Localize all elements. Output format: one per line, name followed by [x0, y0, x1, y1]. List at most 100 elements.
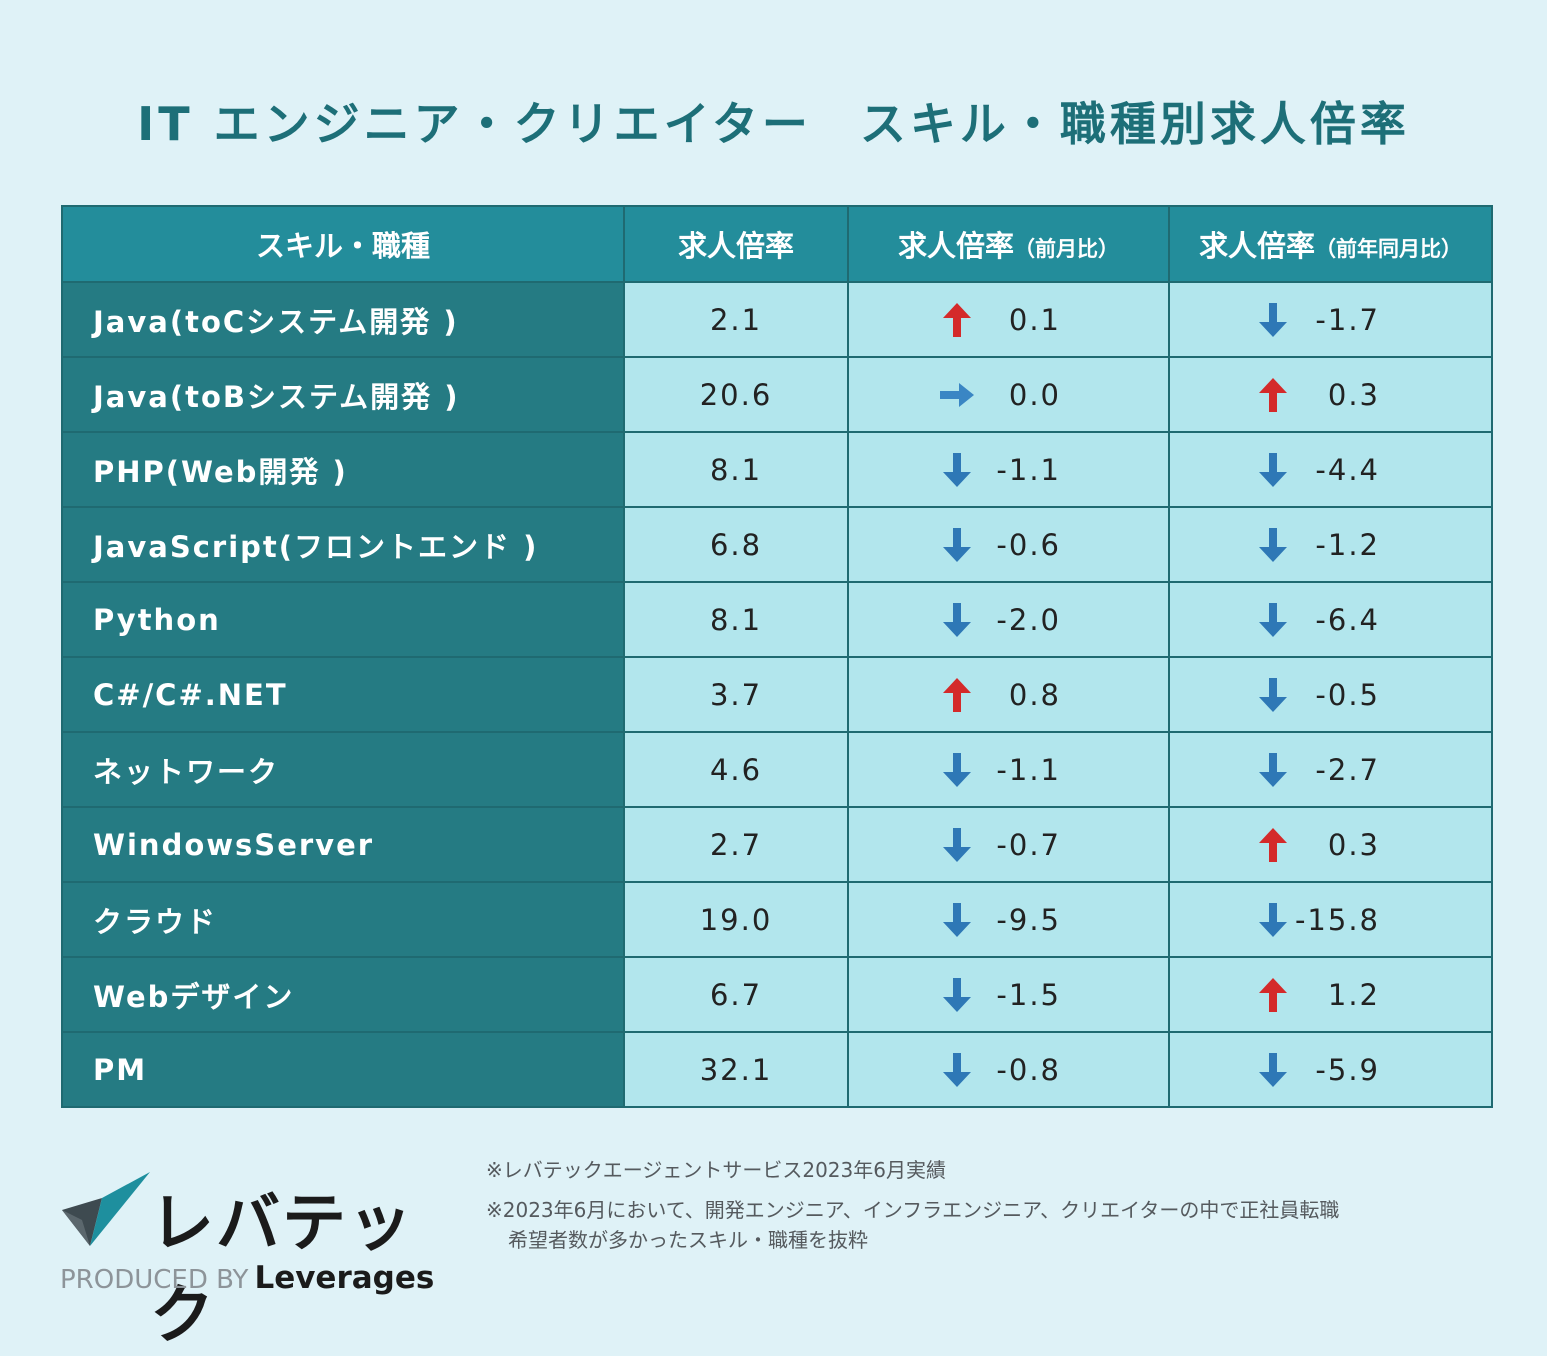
mom-change-cell-value: 0.0	[1008, 377, 1061, 412]
table-row: PM 32.1 -0.8 -5.9	[61, 1031, 1493, 1108]
arrow-down-icon	[943, 752, 971, 787]
produced-by: PRODUCED BY Leverages	[60, 1260, 434, 1296]
ratio-cell: 2.7	[623, 806, 849, 883]
yoy-change-cell-value: -15.8	[1294, 902, 1380, 937]
table-row: ネットワーク 4.6 -1.1 -2.7	[61, 731, 1493, 808]
mom-change-cell: 0.8	[847, 656, 1170, 733]
header-skill: スキル・職種	[61, 205, 625, 283]
mom-change-cell: -1.5	[847, 956, 1170, 1033]
skill-cell: Python	[61, 581, 625, 658]
table-body: Java(toCシステム開発 ) 2.1 0.1 -1.7 Java(toBシステム開発…	[61, 281, 1493, 1108]
arrow-down-icon	[1259, 902, 1287, 937]
skill-cell: Java(toCシステム開発 )	[61, 281, 625, 358]
mom-change-cell-value: -1.5	[996, 977, 1061, 1012]
table-row: PHP(Web開発 ) 8.1 -1.1 -4.4	[61, 431, 1493, 508]
yoy-change-cell: -0.5	[1168, 656, 1493, 733]
ratio-cell: 32.1	[623, 1031, 849, 1108]
mom-change-cell-content: -1.1	[849, 733, 1168, 806]
arrow-down-icon	[943, 527, 971, 562]
footnote-2-line1: ※2023年6月において、開発エンジニア、インフラエンジニア、クリエイターの中で…	[486, 1198, 1340, 1222]
yoy-change-cell-value: -1.7	[1315, 302, 1380, 337]
yoy-change-cell: -2.7	[1168, 731, 1493, 808]
arrow-down-icon	[1259, 527, 1287, 562]
levtech-logo: レバテック PRODUCED BY Leverages	[60, 1168, 440, 1353]
yoy-change-cell-content: 0.3	[1170, 808, 1491, 881]
yoy-change-cell: -5.9	[1168, 1031, 1493, 1108]
yoy-change-cell: -1.2	[1168, 506, 1493, 583]
ratio-cell: 3.7	[623, 656, 849, 733]
header-skill-label: スキル・職種	[255, 229, 430, 263]
arrow-down-icon	[1259, 677, 1287, 712]
logo-wordmark: レバテック	[150, 1187, 414, 1353]
arrow-down-icon	[1259, 302, 1287, 337]
mom-change-cell: -0.7	[847, 806, 1170, 883]
skill-cell: PHP(Web開発 )	[61, 431, 625, 508]
mom-change-cell-content: -0.8	[849, 1033, 1168, 1106]
yoy-change-cell-value: 0.3	[1327, 827, 1380, 862]
job-ratio-table: スキル・職種 求人倍率 求人倍率（前月比） 求人倍率（前年同月比） Java(t…	[61, 205, 1493, 1108]
yoy-change-cell-value: -1.2	[1315, 527, 1380, 562]
yoy-change-cell-content: -2.7	[1170, 733, 1491, 806]
ratio-cell: 6.7	[623, 956, 849, 1033]
yoy-change-cell-value: -0.5	[1315, 677, 1380, 712]
arrow-up-icon	[1259, 377, 1287, 412]
skill-cell: WindowsServer	[61, 806, 625, 883]
yoy-change-cell-content: -15.8	[1170, 883, 1491, 956]
page-title: IT エンジニア・クリエイター スキル・職種別求人倍率	[0, 88, 1547, 154]
header-ratio-label: 求人倍率	[677, 229, 794, 263]
footnotes: ※レバテックエージェントサービス2023年6月実績 ※2023年6月において、開…	[486, 1155, 1496, 1265]
yoy-change-cell-content: -1.7	[1170, 283, 1491, 356]
mom-change-cell-value: -0.6	[996, 527, 1061, 562]
yoy-change-cell-value: -5.9	[1315, 1052, 1380, 1087]
ratio-cell: 4.6	[623, 731, 849, 808]
mom-change-cell-value: -9.5	[996, 902, 1061, 937]
yoy-change-cell: -1.7	[1168, 281, 1493, 358]
table-row: Java(toCシステム開発 ) 2.1 0.1 -1.7	[61, 281, 1493, 358]
mom-change-cell-value: 0.8	[1008, 677, 1061, 712]
skill-cell: C#/C#.NET	[61, 656, 625, 733]
skill-cell: JavaScript(フロントエンド )	[61, 506, 625, 583]
mom-change-cell-value: -1.1	[996, 752, 1061, 787]
yoy-change-cell-value: -2.7	[1315, 752, 1380, 787]
mom-change-cell: -1.1	[847, 731, 1170, 808]
arrow-up-icon	[1259, 827, 1287, 862]
mom-change-cell-content: 0.8	[849, 658, 1168, 731]
yoy-change-cell-content: -0.5	[1170, 658, 1491, 731]
arrow-down-icon	[943, 902, 971, 937]
mom-change-cell: 0.0	[847, 356, 1170, 433]
yoy-change-cell-value: -4.4	[1315, 452, 1380, 487]
page-title-main: IT エンジニア・クリエイター	[137, 97, 812, 151]
skill-cell: PM	[61, 1031, 625, 1108]
yoy-change-cell-content: -4.4	[1170, 433, 1491, 506]
arrow-down-icon	[943, 452, 971, 487]
arrow-down-icon	[943, 1052, 971, 1087]
yoy-change-cell: -4.4	[1168, 431, 1493, 508]
mom-change-cell-value: -0.7	[996, 827, 1061, 862]
mom-change-cell: 0.1	[847, 281, 1170, 358]
header-yoy-label: 求人倍率	[1198, 229, 1315, 263]
arrow-up-icon	[943, 677, 971, 712]
produced-by-label: PRODUCED BY	[60, 1265, 249, 1295]
arrow-down-icon	[1259, 752, 1287, 787]
brand-leverages: Leverages	[254, 1260, 435, 1296]
arrow-up-icon	[943, 302, 971, 337]
mom-change-cell: -2.0	[847, 581, 1170, 658]
ratio-cell: 2.1	[623, 281, 849, 358]
mom-change-cell-content: -0.7	[849, 808, 1168, 881]
mom-change-cell: -1.1	[847, 431, 1170, 508]
skill-cell: クラウド	[61, 881, 625, 958]
ratio-cell: 19.0	[623, 881, 849, 958]
skill-cell: Webデザイン	[61, 956, 625, 1033]
yoy-change-cell: -15.8	[1168, 881, 1493, 958]
arrow-right-icon	[940, 382, 974, 407]
yoy-change-cell: 0.3	[1168, 356, 1493, 433]
table-row: WindowsServer 2.7 -0.7 0.3	[61, 806, 1493, 883]
yoy-change-cell-value: -6.4	[1315, 602, 1380, 637]
header-mom-label: 求人倍率	[897, 229, 1014, 263]
ratio-cell: 20.6	[623, 356, 849, 433]
yoy-change-cell: -6.4	[1168, 581, 1493, 658]
arrow-down-icon	[1259, 452, 1287, 487]
header-mom-paren: （前月比）	[1014, 237, 1119, 261]
yoy-change-cell-content: 0.3	[1170, 358, 1491, 431]
mom-change-cell-value: 0.1	[1008, 302, 1061, 337]
